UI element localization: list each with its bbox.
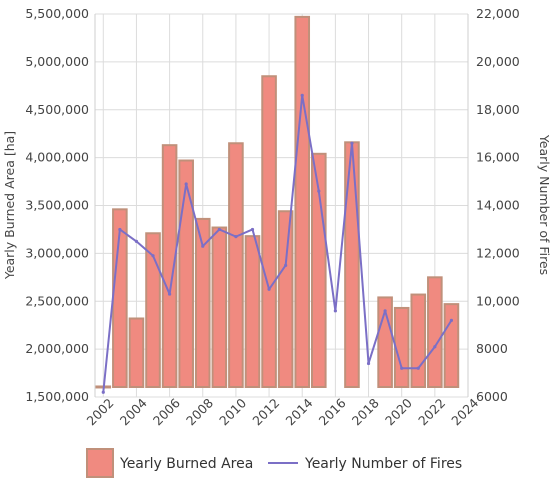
y-left-tick-label: 1,500,000 [25,389,89,404]
y-right-tick-label: 18,000 [476,102,520,117]
bar-2006 [161,144,178,388]
fires-point-2008 [201,244,205,248]
x-tick-label: 2020 [382,395,415,428]
y-right-tick-label: 6000 [476,389,508,404]
x-tick-label: 2004 [117,395,150,428]
bar-2022 [427,276,443,388]
x-tick-label: 2018 [349,395,382,428]
y-left-axis-title: Yearly Burned Area [ha] [2,131,17,280]
x-tick-label: 2014 [282,395,315,428]
fires-point-2020 [400,366,404,370]
bar-2009 [211,226,228,388]
bar-2017 [344,141,360,388]
bar-2013 [277,210,294,388]
bar-2005 [145,232,161,388]
fires-point-2014 [300,93,304,97]
x-tick-label: 2012 [249,395,282,428]
fires-point-2018 [366,361,371,366]
bar-2004 [128,317,145,388]
y-right-tick-label: 10,000 [476,293,520,308]
fires-point-2021 [416,366,420,370]
y-right-tick-label: 16,000 [476,150,520,165]
bar-2011 [244,235,261,388]
fires-point-2006 [168,292,172,296]
fires-point-2019 [383,309,387,313]
y-left-tick-label: 3,000,000 [25,245,89,260]
bar-series [95,15,460,389]
fires-point-2009 [217,227,221,232]
fires-point-2023 [449,318,454,322]
line-series [101,93,454,394]
y-right-tick-label: 22,000 [476,6,520,21]
fires-point-2013 [284,263,288,267]
y-left-tick-label: 5,000,000 [25,54,89,69]
bar-2012 [261,75,277,389]
y-left-tick-label: 4,500,000 [25,102,89,117]
bar-2021 [410,293,427,388]
fires-point-2015 [317,189,321,193]
fires-point-2022 [433,345,437,349]
fires-point-2010 [234,235,238,239]
fires-point-2002 [101,390,105,394]
y-left-tick-label: 4,000,000 [25,150,89,165]
fires-point-2007 [184,182,188,186]
x-tick-label: 2010 [216,395,249,428]
legend-label-number-of-fires: Yearly Number of Fires [304,456,462,472]
bar-2010 [228,142,244,388]
y-left-tick-label: 2,000,000 [25,341,89,356]
y-left-tick-label: 5,500,000 [25,6,89,21]
fires-line [102,94,453,393]
fires-point-2003 [118,227,122,232]
legend: Yearly Burned Area Yearly Number of Fire… [86,448,462,478]
fires-point-2017 [350,141,354,145]
y-right-tick-label: 8000 [476,341,508,356]
x-tick-label: 2006 [150,395,183,428]
fires-point-2005 [151,254,155,258]
y-right-tick-label: 20,000 [476,54,520,69]
y-right-tick-label: 12,000 [476,245,520,260]
x-tick-label: 2008 [183,395,216,428]
x-tick-label: 2022 [415,395,448,428]
legend-label-burned-area: Yearly Burned Area [119,456,253,472]
y-left-tick-label: 3,500,000 [25,198,89,213]
fires-point-2004 [134,239,139,244]
fires-point-2016 [333,309,337,313]
y-right-axis-title: Yearly Number of Fires [537,134,550,275]
y-right-tick-label: 14,000 [476,198,520,213]
fires-point-2011 [250,227,255,232]
fires-point-2012 [267,287,271,291]
bar-2008 [194,217,211,388]
bar-2014 [294,15,311,389]
bar-2007 [178,159,194,388]
bar-2023 [443,303,460,388]
legend-swatch-burned-area [86,448,114,478]
y-left-tick-label: 2,500,000 [25,293,89,308]
x-tick-label: 2016 [316,395,349,428]
bar-2020 [393,306,410,389]
